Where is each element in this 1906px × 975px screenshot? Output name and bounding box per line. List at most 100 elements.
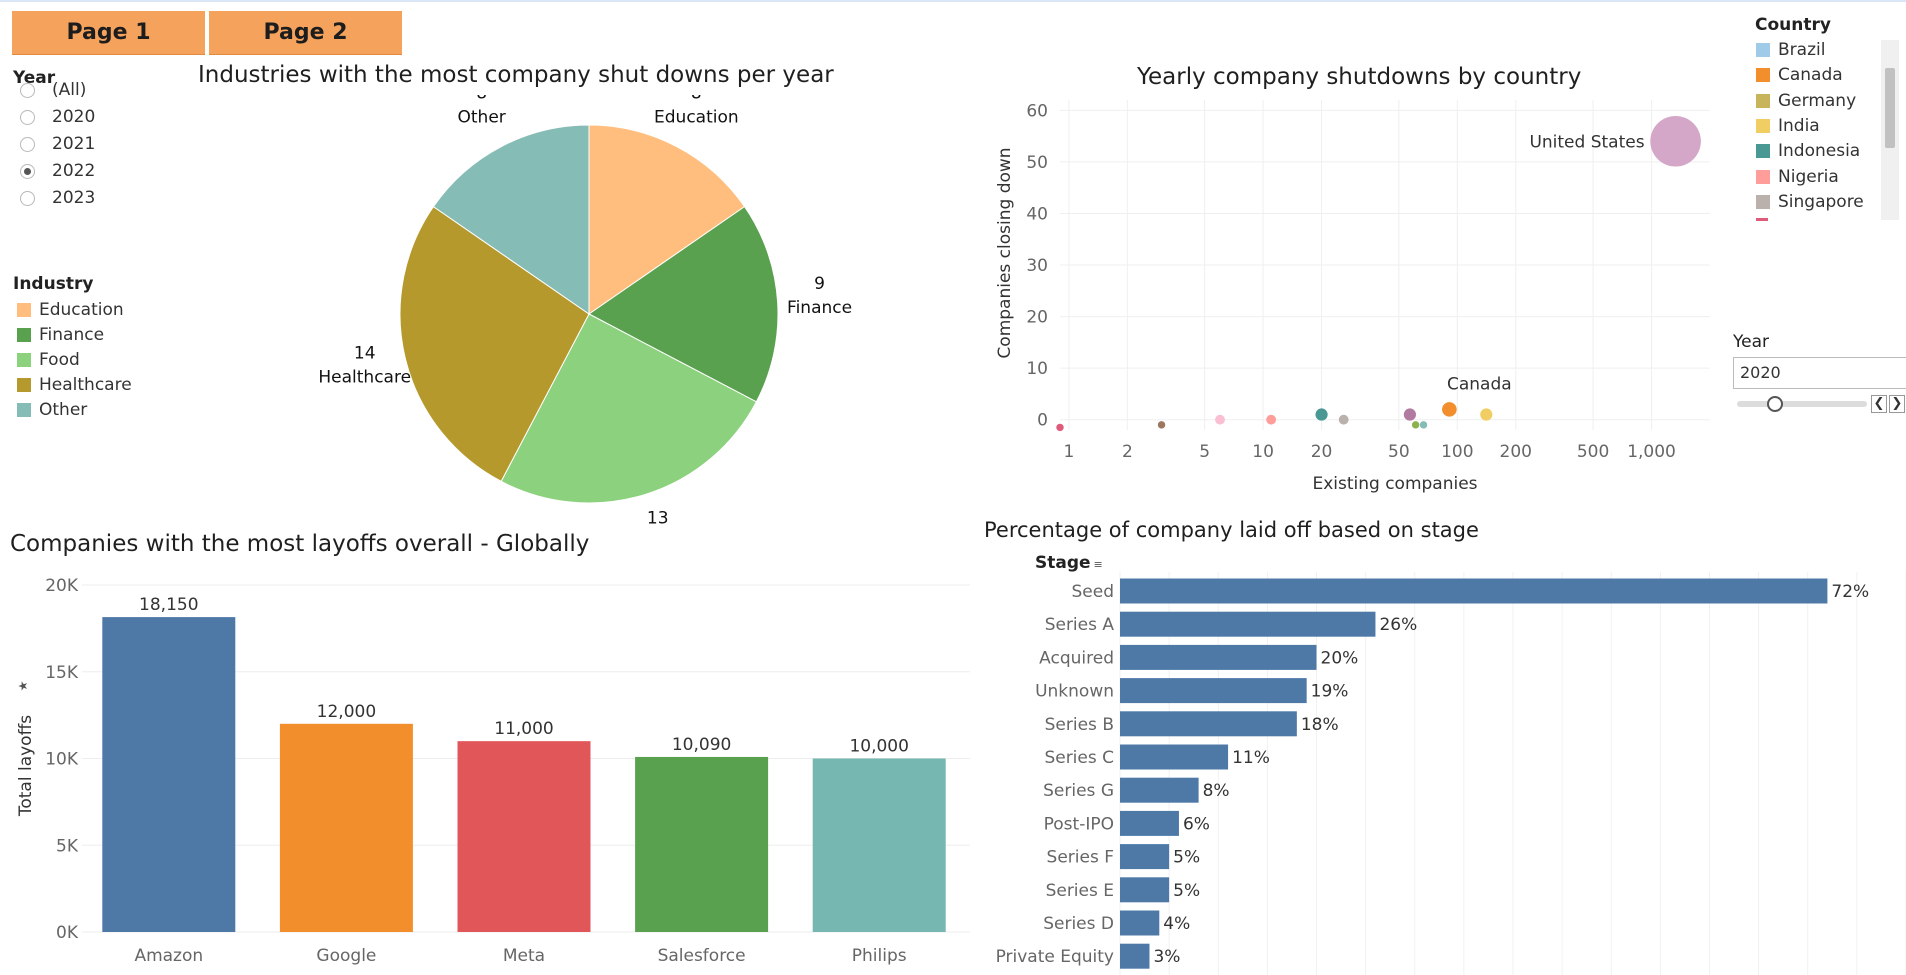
pie-slice-other[interactable] — [432, 124, 590, 315]
scatter-point[interactable] — [1650, 115, 1701, 167]
page-1-button[interactable]: Page 1 — [12, 11, 205, 55]
legend-label: Canada — [1778, 65, 1843, 86]
country-legend-scrollbar[interactable] — [1881, 40, 1899, 220]
y-tick-label: 0 — [1037, 411, 1048, 431]
stage-category-label: Series B — [1045, 715, 1114, 735]
stage-bar[interactable] — [1120, 678, 1307, 704]
stage-bar[interactable] — [1120, 611, 1376, 637]
industry-legend-item[interactable]: Food — [17, 348, 80, 372]
chevron-left-icon[interactable]: ❮ — [1871, 395, 1887, 413]
stage-value-label: 4% — [1163, 914, 1190, 934]
industry-legend-item[interactable]: Other — [17, 398, 87, 422]
legend-label: Education — [39, 300, 124, 320]
industry-legend-item[interactable]: Education — [17, 298, 124, 322]
stage-header[interactable]: Stage ≡ — [1035, 553, 1103, 573]
pie-slice-food[interactable] — [500, 313, 758, 504]
stage-bar[interactable] — [1120, 844, 1170, 870]
pie-value-label: 8 — [476, 95, 487, 103]
year-option[interactable]: 2022 — [20, 158, 95, 184]
legend-label: Food — [39, 350, 80, 370]
pie-chart: 8Education9Finance13Food14Healthcare8Oth… — [318, 95, 852, 525]
scatter-point[interactable] — [1403, 408, 1417, 421]
scatter-point[interactable] — [1411, 421, 1420, 429]
legend-swatch — [1756, 68, 1770, 83]
page-2-button[interactable]: Page 2 — [209, 11, 402, 55]
bar-meta[interactable] — [457, 741, 591, 932]
bar-amazon[interactable] — [102, 617, 236, 932]
industry-legend-item[interactable]: Healthcare — [17, 373, 132, 397]
bar-philips[interactable] — [812, 758, 946, 933]
radio-button[interactable] — [20, 82, 35, 98]
sort-pin-icon[interactable]: ★ — [16, 681, 30, 692]
year-slider-handle[interactable] — [1767, 396, 1783, 412]
stage-category-label: Series E — [1046, 881, 1114, 901]
industry-legend-title: Industry — [13, 274, 94, 294]
stage-bar[interactable] — [1120, 943, 1150, 969]
legend-label: Healthcare — [39, 375, 132, 395]
year-option[interactable]: 2021 — [20, 131, 95, 157]
sort-icon[interactable]: ≡ — [1093, 558, 1103, 571]
radio-button[interactable] — [20, 163, 35, 179]
stage-bar[interactable] — [1120, 644, 1317, 670]
stage-bar[interactable] — [1120, 578, 1828, 604]
year-option[interactable]: (All) — [20, 77, 86, 103]
stage-bar[interactable] — [1120, 910, 1160, 936]
radio-button[interactable] — [20, 190, 35, 206]
year-option[interactable]: 2023 — [20, 185, 95, 211]
radio-button[interactable] — [20, 136, 35, 152]
industry-legend-item[interactable]: Finance — [17, 323, 104, 347]
stage-bar[interactable] — [1120, 744, 1229, 770]
stage-bar[interactable] — [1120, 777, 1199, 803]
y-tick-label: 30 — [1026, 256, 1048, 276]
y-tick-label: 50 — [1026, 153, 1048, 173]
scatter-point[interactable] — [1419, 421, 1428, 429]
stage-category-label: Series D — [1043, 914, 1114, 934]
scatter-point[interactable] — [1442, 402, 1457, 417]
scrollbar-thumb[interactable] — [1885, 68, 1895, 148]
pie-slice-education[interactable] — [588, 124, 746, 315]
legend-swatch — [17, 303, 31, 317]
bar-value-label: 10,000 — [849, 737, 908, 757]
country-legend-item[interactable]: Canada — [1756, 63, 1843, 87]
year-option-label: 2023 — [52, 188, 96, 208]
scatter-point[interactable] — [1215, 414, 1225, 425]
pie-value-label: 13 — [647, 509, 669, 525]
country-legend-item[interactable]: Singapore — [1756, 190, 1864, 214]
bar-value-label: 10,090 — [672, 735, 731, 755]
radio-button[interactable] — [20, 109, 35, 125]
stage-value-label: 6% — [1183, 814, 1210, 834]
y-tick-label: 40 — [1026, 204, 1048, 224]
scatter-point[interactable] — [1056, 423, 1064, 432]
scatter-point[interactable] — [1266, 414, 1277, 425]
year-option[interactable]: 2020 — [20, 104, 95, 130]
y-tick-label: 60 — [1026, 101, 1048, 121]
country-legend-item[interactable]: Germany — [1756, 89, 1856, 113]
stage-category-label: Seed — [1072, 582, 1115, 602]
legend-label: Other — [39, 400, 88, 420]
country-legend-item[interactable]: Indonesia — [1756, 139, 1860, 163]
country-legend-item[interactable]: Brazil — [1756, 38, 1825, 62]
country-legend: Brazil Canada Germany India Indonesia Nigeria… — [1752, 38, 1876, 222]
country-legend-item[interactable]: Nigeria — [1756, 165, 1839, 189]
x-tick-label: 1 — [1063, 442, 1074, 462]
stage-bar[interactable] — [1120, 711, 1297, 737]
scatter-point[interactable] — [1480, 408, 1493, 421]
bar-salesforce[interactable] — [635, 756, 769, 932]
country-legend-item[interactable]: India — [1756, 114, 1820, 138]
bar-google[interactable] — [279, 723, 413, 932]
pie-slice-healthcare[interactable] — [399, 205, 590, 483]
pie-slice-finance[interactable] — [588, 205, 779, 403]
stage-bar[interactable] — [1120, 877, 1170, 903]
stage-value-label: 5% — [1173, 848, 1200, 868]
x-tick-label: 1,000 — [1627, 442, 1676, 462]
scatter-point[interactable] — [1338, 414, 1349, 425]
chevron-right-icon[interactable]: ❯ — [1889, 395, 1905, 413]
year-slider-track[interactable] — [1737, 396, 1867, 412]
scatter-point[interactable] — [1157, 421, 1166, 429]
scatter-point[interactable] — [1315, 408, 1328, 421]
year-value-field[interactable]: 2020 — [1733, 357, 1906, 389]
stage-bar[interactable] — [1120, 810, 1179, 836]
legend-label: Finance — [39, 325, 105, 345]
legend-label: Indonesia — [1778, 141, 1861, 162]
legend-label: Singapore — [1778, 191, 1864, 212]
